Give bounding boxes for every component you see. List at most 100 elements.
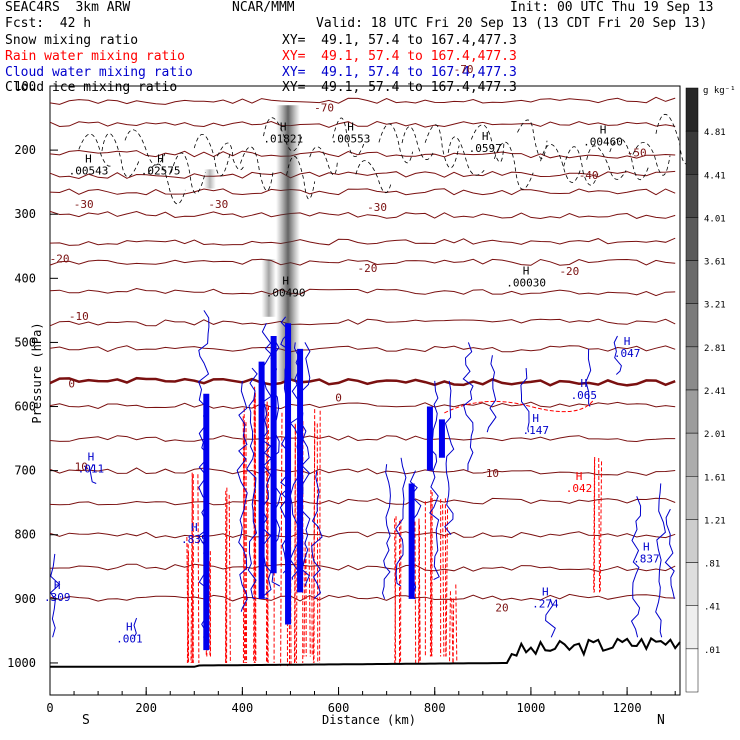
cloud-water-max-label: .065 bbox=[571, 389, 598, 402]
snow-max-marker: H bbox=[85, 153, 92, 166]
fcst-label: Fcst: 42 h bbox=[5, 16, 92, 31]
cloud-water-contour bbox=[299, 342, 311, 587]
x-tick-label: 600 bbox=[328, 701, 350, 715]
snow-contour bbox=[124, 129, 166, 166]
cloud-water-max-marker: H bbox=[54, 579, 61, 592]
colorbar-label: 2.01 bbox=[704, 430, 726, 440]
snow-max-label: .00553 bbox=[331, 132, 371, 145]
snow-contour bbox=[447, 136, 485, 176]
snow-max-label: .0597 bbox=[469, 142, 502, 155]
cloud-water-max-label: .837 bbox=[633, 552, 660, 565]
snow-max-marker: H bbox=[600, 124, 607, 137]
snow-contour bbox=[332, 117, 365, 157]
temperature-line bbox=[49, 258, 676, 266]
temperature-label: -20 bbox=[357, 262, 377, 275]
field-rain-name: Rain water mixing ratio bbox=[5, 49, 186, 64]
rain-max-marker: H bbox=[576, 470, 583, 483]
ice-plume-small bbox=[203, 169, 216, 189]
snow-contour bbox=[101, 133, 140, 178]
rain-contour bbox=[280, 412, 283, 667]
x-tick-label: 800 bbox=[424, 701, 446, 715]
cloud-water-contour bbox=[486, 355, 497, 433]
colorbar-cell bbox=[685, 217, 699, 261]
colorbar-cell bbox=[685, 174, 699, 218]
rain-contour bbox=[242, 416, 246, 663]
rain-contour bbox=[243, 422, 247, 663]
snow-contour bbox=[401, 126, 434, 160]
rain-contour bbox=[593, 459, 596, 593]
snow-max-marker: H bbox=[523, 265, 530, 278]
south-label: S bbox=[82, 713, 90, 728]
center-label: NCAR/MMM bbox=[232, 0, 295, 15]
cloud-water-contour bbox=[462, 342, 474, 471]
y-tick-label: 300 bbox=[14, 207, 36, 221]
x-tick-label: 0 bbox=[46, 701, 53, 715]
snow-contour bbox=[378, 123, 414, 164]
rain-contour bbox=[190, 476, 193, 663]
rain-contour bbox=[598, 458, 601, 593]
snow-contour bbox=[355, 160, 392, 193]
field-cloudice-name: Cloud ice mixing ratio bbox=[5, 80, 178, 95]
colorbar-cell bbox=[685, 303, 699, 348]
colorbar-cell bbox=[685, 562, 699, 606]
snow-max-marker: H bbox=[482, 130, 489, 143]
rain-contour bbox=[449, 591, 451, 663]
north-label: N bbox=[657, 713, 665, 728]
cloud-water-max-label: .011 bbox=[78, 463, 105, 476]
snow-contour bbox=[240, 146, 274, 191]
x-tick-label: 400 bbox=[232, 701, 254, 715]
temperature-label: -30 bbox=[74, 198, 94, 211]
temperature-line bbox=[49, 287, 676, 297]
temperature-label: 0 bbox=[335, 391, 342, 404]
y-tick-label: 600 bbox=[14, 400, 36, 414]
field-snow-xy: XY= 49.1, 57.4 to 167.4,477.3 bbox=[282, 33, 517, 48]
cloud-water-contour bbox=[444, 380, 455, 536]
cloud-water-contour bbox=[246, 367, 258, 600]
y-tick-label: 1000 bbox=[7, 656, 36, 670]
snow-max-marker: H bbox=[282, 274, 289, 287]
snow-max-label: .01821 bbox=[263, 132, 303, 145]
rain-contour bbox=[599, 461, 603, 593]
rain-contour bbox=[311, 542, 313, 657]
temperature-line bbox=[49, 435, 676, 443]
cloud-water-max-marker: H bbox=[532, 412, 539, 425]
snow-max-label: .00460 bbox=[583, 136, 623, 149]
snow-contour bbox=[170, 152, 206, 194]
cloud-water-max-marker: H bbox=[191, 521, 198, 534]
y-tick-label: 400 bbox=[14, 271, 36, 285]
snow-contours bbox=[78, 113, 697, 205]
colorbar-label: 4.81 bbox=[704, 128, 726, 138]
cloud-water-max-marker: H bbox=[643, 540, 650, 553]
colorbar-label: .41 bbox=[704, 603, 720, 613]
snow-contour bbox=[216, 142, 245, 171]
colorbar-label: 2.41 bbox=[704, 387, 726, 397]
rain-contour bbox=[430, 490, 432, 657]
temperature-label: -50 bbox=[627, 147, 647, 160]
cloud-water-contour bbox=[655, 483, 666, 638]
temperature-label: 10 bbox=[486, 467, 499, 480]
rain-contour bbox=[308, 541, 311, 657]
colorbar-cell bbox=[685, 346, 699, 391]
temperature-line bbox=[49, 188, 676, 196]
field-rain-xy: XY= 49.1, 57.4 to 167.4,477.3 bbox=[282, 49, 517, 64]
temperature-contours bbox=[49, 96, 676, 602]
cloud-water-max-marker: H bbox=[624, 335, 631, 348]
colorbar-cell bbox=[685, 87, 699, 132]
snow-contour bbox=[309, 146, 338, 176]
cloud-water-contour bbox=[520, 368, 530, 433]
rain-contour bbox=[445, 509, 449, 657]
x-axis-label: Distance (km) bbox=[322, 713, 416, 727]
cloud-water-contour bbox=[613, 335, 622, 375]
contour-labels: -70 -70 -30 -30 -30 -40 -50 -20 -20 -20 -10 0 0 10 10 2… bbox=[44, 63, 660, 645]
y-tick-label-top: 100 bbox=[14, 79, 36, 93]
temperature-line bbox=[49, 593, 676, 602]
rain-contour bbox=[418, 518, 421, 663]
cloud-water-max-label: .274 bbox=[532, 597, 559, 610]
cloud-water-max-label: .309 bbox=[44, 591, 71, 604]
temperature-line bbox=[49, 401, 676, 410]
cloud-water-contour bbox=[545, 598, 556, 638]
cloud-water-max-marker: H bbox=[542, 585, 549, 598]
y-tick-label: 800 bbox=[14, 528, 36, 542]
colorbar-label: 3.61 bbox=[704, 258, 726, 268]
field-cloudwater-xy: XY= 49.1, 57.4 to 167.4,477.3 bbox=[282, 65, 517, 80]
